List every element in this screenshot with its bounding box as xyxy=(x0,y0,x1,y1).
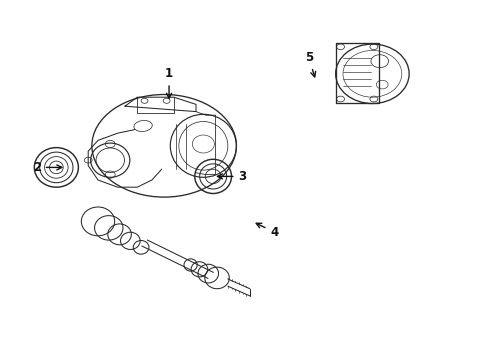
Text: 5: 5 xyxy=(305,51,316,77)
Text: 4: 4 xyxy=(256,223,278,239)
Text: 1: 1 xyxy=(165,67,173,98)
Text: 3: 3 xyxy=(218,170,246,183)
Text: 2: 2 xyxy=(33,161,62,174)
